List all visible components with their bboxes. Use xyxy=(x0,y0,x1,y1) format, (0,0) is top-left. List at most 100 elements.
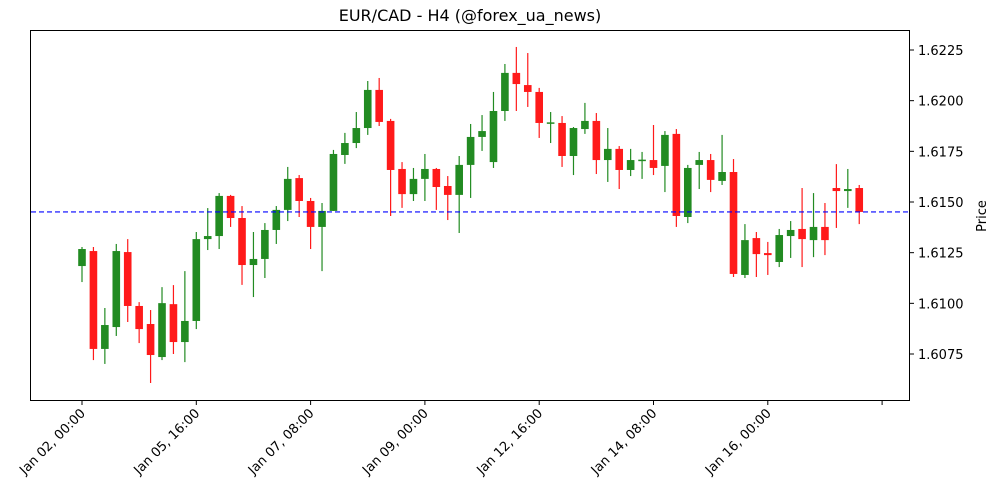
candle-body xyxy=(329,153,338,211)
candle xyxy=(375,77,383,127)
candle-body xyxy=(615,148,624,170)
candle-body xyxy=(569,128,578,156)
candle-body xyxy=(638,159,646,162)
candle xyxy=(432,167,441,210)
candle xyxy=(489,91,498,168)
candle xyxy=(729,159,738,277)
candle xyxy=(558,116,566,167)
candle xyxy=(523,53,532,107)
candle-body xyxy=(432,168,441,188)
y-tick-label: 1.6075 xyxy=(918,348,964,363)
candle xyxy=(786,221,795,258)
candle-body xyxy=(764,253,772,256)
candle-body xyxy=(821,226,829,241)
candle-body xyxy=(421,168,429,179)
candle xyxy=(501,63,509,121)
candle-body xyxy=(249,258,258,266)
candle-body xyxy=(512,72,521,85)
candle-body xyxy=(501,72,509,112)
candle xyxy=(181,271,189,363)
candle-body xyxy=(306,200,315,227)
candle-body xyxy=(78,249,86,267)
candle-body xyxy=(181,320,189,343)
candle xyxy=(844,168,852,208)
y-tick-label: 1.6175 xyxy=(918,145,964,160)
y-axis-label: Price xyxy=(975,200,990,232)
candle-body xyxy=(546,122,555,124)
candle-body xyxy=(112,251,121,328)
candle-body xyxy=(466,136,475,165)
candle xyxy=(603,128,612,182)
candle xyxy=(421,153,429,201)
plot-frame xyxy=(30,30,910,401)
candle-body xyxy=(844,189,852,192)
candle xyxy=(329,149,338,211)
y-tick-label: 1.6225 xyxy=(918,44,964,59)
candle xyxy=(775,228,784,268)
candle-body xyxy=(729,172,738,274)
candle xyxy=(741,224,749,279)
candle xyxy=(581,102,589,134)
y-tick-label: 1.6125 xyxy=(918,247,964,262)
x-tick-label: Jan 05, 16:00 xyxy=(131,406,203,478)
candle-body xyxy=(238,218,246,266)
candle-body xyxy=(683,167,692,218)
candle-body xyxy=(318,210,326,227)
candle xyxy=(718,134,726,185)
candle xyxy=(398,162,406,208)
candle-body xyxy=(375,89,383,122)
candle xyxy=(466,123,475,198)
candle xyxy=(672,129,681,227)
candle xyxy=(135,302,143,344)
candle-body xyxy=(158,303,166,358)
candle xyxy=(764,241,772,275)
candle xyxy=(283,166,292,222)
candle xyxy=(752,231,761,277)
candle-body xyxy=(741,240,749,275)
candle-body xyxy=(203,236,212,240)
candle-body xyxy=(603,148,612,161)
candle-body xyxy=(695,160,704,165)
y-tick-label: 1.6200 xyxy=(918,95,964,110)
candle xyxy=(615,146,624,190)
candle xyxy=(855,184,864,225)
x-tick-label: Jan 09, 00:00 xyxy=(359,406,431,478)
candle xyxy=(146,310,155,383)
candle-body xyxy=(272,209,281,230)
candle-body xyxy=(398,168,406,195)
candle-body xyxy=(169,304,178,343)
candle-body xyxy=(226,195,235,219)
candle xyxy=(192,231,201,330)
candle xyxy=(78,246,86,283)
candle-body xyxy=(855,188,864,212)
candle xyxy=(295,175,303,218)
candle xyxy=(832,164,841,228)
candle-body xyxy=(489,111,498,163)
candle-body xyxy=(123,252,132,306)
candle xyxy=(249,231,258,298)
x-tick-label: Jan 02, 00:00 xyxy=(16,406,88,478)
candle-body xyxy=(89,251,98,349)
x-axis: Jan 02, 00:00 Jan 05, 16:00 Jan 07, 08:00 J… xyxy=(16,400,883,479)
x-tick-label: Jan 12, 16:00 xyxy=(474,406,546,478)
candle xyxy=(821,203,829,256)
candle-body xyxy=(832,188,841,192)
candle xyxy=(546,112,555,144)
candle xyxy=(318,203,326,272)
candle-body xyxy=(523,85,532,92)
candle-body xyxy=(775,235,784,262)
candle xyxy=(215,193,223,250)
candle xyxy=(798,188,806,268)
candle-body xyxy=(363,89,372,129)
candle-body xyxy=(146,324,155,356)
y-axis: 1.6075 1.6100 1.6125 1.6150 1.6175 1.6200 1.62… xyxy=(909,44,964,363)
candle xyxy=(809,193,818,258)
candle-body xyxy=(626,160,635,170)
candle xyxy=(306,197,315,250)
candle-body xyxy=(706,160,715,180)
candle xyxy=(238,206,246,285)
candle xyxy=(112,243,121,336)
candle xyxy=(661,131,669,193)
candle-body xyxy=(718,172,726,181)
candle-body xyxy=(215,195,223,237)
